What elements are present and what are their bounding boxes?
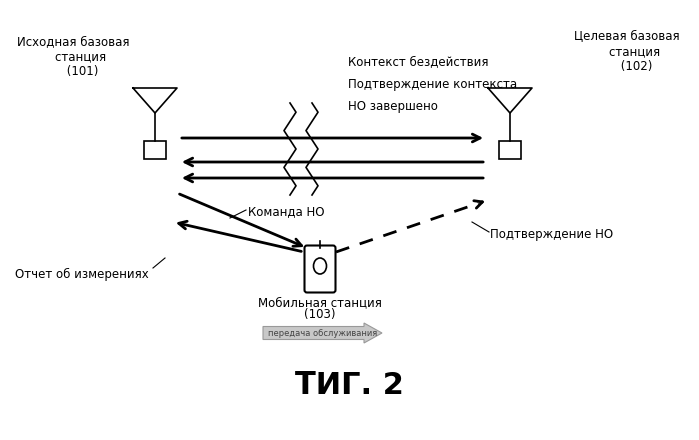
Text: Целевая базовая
    станция
     (102): Целевая базовая станция (102): [574, 30, 680, 73]
Text: Мобильная станция: Мобильная станция: [258, 296, 382, 309]
Text: (103): (103): [304, 308, 336, 321]
Text: ΤИГ. 2: ΤИГ. 2: [294, 371, 403, 400]
Text: Подтверждение НО: Подтверждение НО: [490, 228, 613, 241]
Text: Отчет об измерениях: Отчет об измерениях: [15, 268, 149, 281]
Text: Подтверждение контекста: Подтверждение контекста: [348, 78, 517, 91]
FancyArrow shape: [263, 323, 382, 343]
Text: Команда НО: Команда НО: [248, 205, 324, 218]
Text: НО завершено: НО завершено: [348, 100, 438, 113]
Text: передача обслуживания: передача обслуживания: [268, 329, 377, 337]
Bar: [144, 141, 166, 159]
Bar: [499, 141, 521, 159]
Text: Контекст бездействия: Контекст бездействия: [348, 55, 489, 68]
Text: Исходная базовая
    станция
     (101): Исходная базовая станция (101): [17, 35, 129, 78]
